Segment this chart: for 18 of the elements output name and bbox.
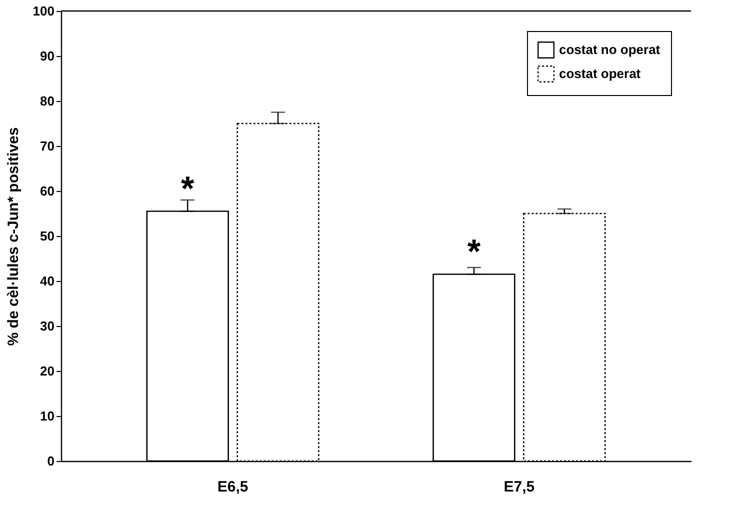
y-axis-title: % de cèl·lules c-Jun* positives xyxy=(4,127,22,346)
y-tick-label: 30 xyxy=(40,318,54,334)
y-tick-label: 0 xyxy=(47,454,54,468)
legend-label: costat no operat xyxy=(559,42,661,57)
y-tick-label: 90 xyxy=(40,48,54,64)
y-tick-label: 20 xyxy=(40,364,54,378)
y-tick-label: 40 xyxy=(40,274,54,288)
legend-label: costat operat xyxy=(559,66,642,81)
annotation: * xyxy=(467,233,482,271)
x-tick-label: E6,5 xyxy=(217,478,248,496)
y-tick-label: 60 xyxy=(40,184,54,198)
y-tick-label: 50 xyxy=(40,228,54,244)
y-tick-label: 10 xyxy=(40,408,54,424)
x-tick-label: E7,5 xyxy=(504,478,535,496)
y-tick-label: 80 xyxy=(40,94,54,108)
y-tick-label: 70 xyxy=(40,138,54,154)
annotation: * xyxy=(180,170,195,208)
y-tick-label: 100 xyxy=(32,4,54,18)
